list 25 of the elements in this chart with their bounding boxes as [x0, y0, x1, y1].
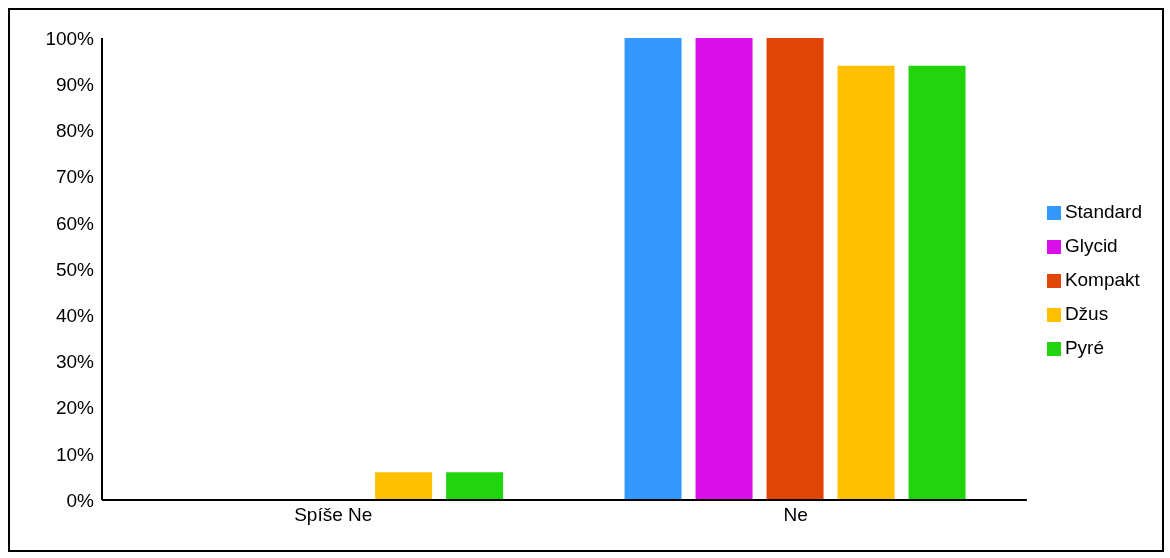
y-tick-label: 10% [55, 443, 95, 465]
x-tick-label: Spíše Ne [294, 504, 373, 526]
y-tick-label: 20% [55, 397, 95, 419]
bar [695, 38, 753, 500]
bar [908, 65, 966, 500]
y-tick-label: 30% [55, 351, 95, 373]
bar [624, 38, 682, 500]
legend-label: Pyré [1064, 337, 1104, 358]
bar [766, 38, 824, 500]
bar [446, 472, 504, 500]
bar [375, 472, 433, 500]
y-tick-label: 100% [45, 27, 95, 49]
y-tick-label: 40% [55, 304, 95, 326]
bar [837, 65, 895, 500]
y-tick-label: 90% [55, 73, 95, 95]
legend-label: Kompakt [1064, 269, 1140, 290]
y-tick-label: 70% [55, 166, 95, 188]
legend-label: Džus [1064, 303, 1109, 324]
y-tick-label: 80% [55, 120, 95, 142]
y-tick-label: 60% [55, 212, 95, 234]
legend-label: Glycid [1064, 235, 1118, 256]
x-tick-label: Ne [783, 504, 808, 526]
y-tick-label: 50% [55, 258, 95, 280]
legend-label: Standard [1064, 201, 1142, 222]
y-tick-label: 0% [66, 489, 95, 511]
